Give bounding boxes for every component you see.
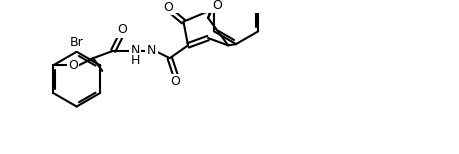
- Text: O: O: [212, 0, 222, 12]
- Text: H: H: [130, 54, 140, 67]
- Text: N: N: [130, 44, 140, 57]
- Text: O: O: [170, 75, 180, 88]
- Text: Br: Br: [70, 36, 84, 49]
- Text: O: O: [162, 1, 173, 14]
- Text: N: N: [146, 44, 156, 57]
- Text: O: O: [117, 23, 127, 36]
- Text: O: O: [68, 59, 78, 72]
